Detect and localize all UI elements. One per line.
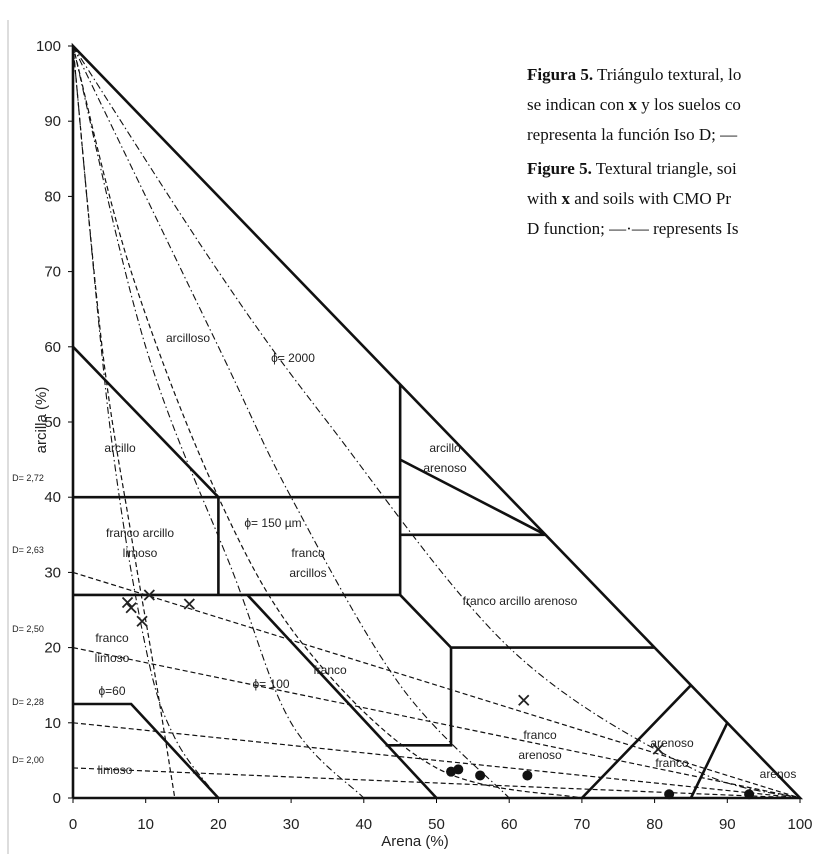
region-label: franco xyxy=(95,631,129,645)
caption-line: with x and soils with CMO Pr xyxy=(527,189,731,208)
y-tick-label: 20 xyxy=(44,640,61,657)
texture-boundary xyxy=(399,458,547,536)
caption-line: Figure 5. Textural triangle, soi xyxy=(527,159,737,178)
caption-line: se indican con x y los suelos co xyxy=(527,95,741,114)
cross-marker xyxy=(121,596,134,609)
caption-text: D function; —·— represents Is xyxy=(527,219,739,238)
y-tick-label: 50 xyxy=(44,414,61,431)
region-label: arenos xyxy=(760,767,797,781)
y-tick-label: 80 xyxy=(44,188,61,205)
region-label: ϕ= 100 xyxy=(252,677,289,691)
dot-marker xyxy=(744,789,755,800)
caption-text: representa la función Iso D; — xyxy=(527,125,738,144)
y-tick-label: 60 xyxy=(44,339,61,356)
x-tick-label: 10 xyxy=(137,816,154,833)
caption-bold: Figure 5. xyxy=(527,159,592,178)
region-label: ϕ= 150 µm xyxy=(244,516,301,530)
iso-d-label: D= 2,63 xyxy=(12,545,44,555)
texture-boundary xyxy=(73,702,220,799)
region-label: ϕ=60 xyxy=(98,684,125,698)
y-tick-label: 70 xyxy=(44,264,61,281)
cross-marker xyxy=(652,743,664,755)
cross-marker xyxy=(125,602,137,614)
y-tick-label: 30 xyxy=(44,564,61,581)
phi-line xyxy=(72,45,510,799)
y-tick-label: 0 xyxy=(53,790,61,807)
x-axis-label: Arena (%) xyxy=(381,833,449,850)
x-tick-label: 90 xyxy=(719,816,736,833)
x-tick-label: 60 xyxy=(501,816,518,833)
caption-bold: Figura 5. xyxy=(527,65,593,84)
region-label: franco arcillo xyxy=(106,526,174,540)
y-axis-label: arcilla (%) xyxy=(33,387,50,454)
texture-boundary xyxy=(385,647,453,747)
y-tick-label: 100 xyxy=(36,38,61,55)
caption-bold: x xyxy=(629,95,638,114)
region-label: franco xyxy=(313,663,347,677)
iso-d-line xyxy=(72,571,801,799)
x-tick-label: 100 xyxy=(787,816,812,833)
texture-boundary xyxy=(580,684,692,799)
region-label: ϕ= 2000 xyxy=(271,351,315,365)
x-tick-label: 80 xyxy=(646,816,663,833)
region-label: limoso xyxy=(98,763,133,777)
phi-line xyxy=(72,45,365,799)
x-tick-label: 20 xyxy=(210,816,227,833)
region-label: franco arcillo arenoso xyxy=(463,594,578,608)
iso-d-line xyxy=(72,647,801,799)
caption-text: Triángulo textural, lo xyxy=(593,65,741,84)
iso-d-line xyxy=(72,722,801,799)
dot-marker xyxy=(475,770,486,781)
region-label: franco xyxy=(523,728,557,742)
region-label: arcillos xyxy=(289,566,326,580)
phi-line xyxy=(72,45,219,799)
x-tick-label: 0 xyxy=(69,816,77,833)
texture-boundary xyxy=(246,594,438,799)
region-label: arcillo xyxy=(429,441,461,455)
cross-marker xyxy=(143,589,155,601)
texture-boundary xyxy=(72,345,220,499)
caption-line: representa la función Iso D; — xyxy=(527,125,738,144)
caption-line: D function; —·— represents Is xyxy=(527,219,739,238)
iso-d-label: D= 2,50 xyxy=(12,624,44,634)
dot-marker xyxy=(522,770,533,781)
cross-marker xyxy=(518,694,530,706)
y-tick-label: 90 xyxy=(44,113,61,130)
region-label: arenoso xyxy=(518,748,562,762)
texture-boundary xyxy=(689,722,729,799)
x-tick-label: 40 xyxy=(355,816,372,833)
phi-line xyxy=(72,45,801,799)
caption-bold: x xyxy=(561,189,570,208)
caption-text: with xyxy=(527,189,561,208)
region-label: arcillo xyxy=(104,441,136,455)
y-tick-label: 40 xyxy=(44,489,61,506)
dot-marker xyxy=(664,789,675,800)
caption-text: y los suelos co xyxy=(637,95,741,114)
dot-marker xyxy=(453,764,464,775)
region-label: franco xyxy=(291,546,325,560)
caption-text: Textural triangle, soi xyxy=(592,159,737,178)
iso-d-line xyxy=(72,767,801,799)
iso-d-label: D= 2,00 xyxy=(12,755,44,765)
cross-marker xyxy=(136,615,148,627)
region-label: limoso xyxy=(123,546,158,560)
iso-d-label: D= 2,28 xyxy=(12,697,44,707)
x-tick-label: 30 xyxy=(283,816,300,833)
region-label: arcilloso xyxy=(166,331,210,345)
x-tick-label: 70 xyxy=(574,816,591,833)
region-label: franco xyxy=(655,756,689,770)
iso-d-line xyxy=(72,45,176,799)
caption-line: Figura 5. Triángulo textural, lo xyxy=(527,65,741,84)
iso-d-label: D= 2,72 xyxy=(12,473,44,483)
region-label: arenoso xyxy=(423,461,467,475)
cross-marker xyxy=(183,598,195,610)
y-tick-label: 10 xyxy=(44,715,61,732)
caption-text: se indican con xyxy=(527,95,629,114)
x-tick-label: 50 xyxy=(428,816,445,833)
caption-text: and soils with CMO Pr xyxy=(570,189,731,208)
region-label: limoso xyxy=(95,651,130,665)
